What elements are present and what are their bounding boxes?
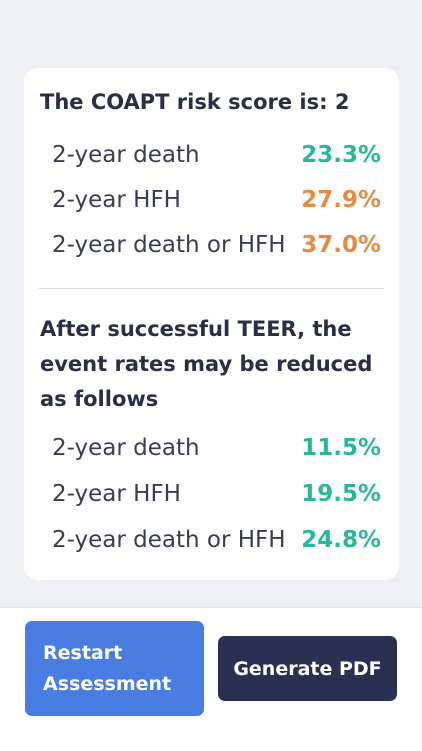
row-label: 2-year death (52, 435, 200, 461)
teer-row-hfh: 2-year HFH 19.5% (52, 477, 381, 511)
row-label: 2-year HFH (52, 187, 181, 213)
row-value: 19.5% (301, 481, 381, 507)
teer-row-death-or-hfh: 2-year death or HFH 24.8% (52, 523, 381, 557)
teer-heading: After successful TEER, the event rates m… (40, 317, 373, 411)
row-value: 24.8% (301, 527, 381, 553)
row-label: 2-year death (52, 142, 200, 168)
action-footer: Restart Assessment Generate PDF (0, 607, 422, 751)
row-label: 2-year death or HFH (52, 527, 286, 553)
risk-score-heading: The COAPT risk score is: 2 (40, 90, 350, 114)
results-card: The COAPT risk score is: 2 2-year death … (24, 68, 399, 580)
baseline-row-death-or-hfh: 2-year death or HFH 37.0% (52, 228, 381, 262)
row-value: 23.3% (301, 142, 381, 168)
baseline-row-hfh: 2-year HFH 27.9% (52, 183, 381, 217)
baseline-row-death: 2-year death 23.3% (52, 138, 381, 172)
row-label: 2-year HFH (52, 481, 181, 507)
generate-pdf-button[interactable]: Generate PDF (218, 636, 397, 701)
row-value: 27.9% (301, 187, 381, 213)
row-value: 11.5% (301, 435, 381, 461)
teer-row-death: 2-year death 11.5% (52, 431, 381, 465)
section-divider (39, 288, 384, 289)
row-value: 37.0% (301, 232, 381, 258)
row-label: 2-year death or HFH (52, 232, 286, 258)
restart-assessment-button[interactable]: Restart Assessment (25, 621, 204, 716)
